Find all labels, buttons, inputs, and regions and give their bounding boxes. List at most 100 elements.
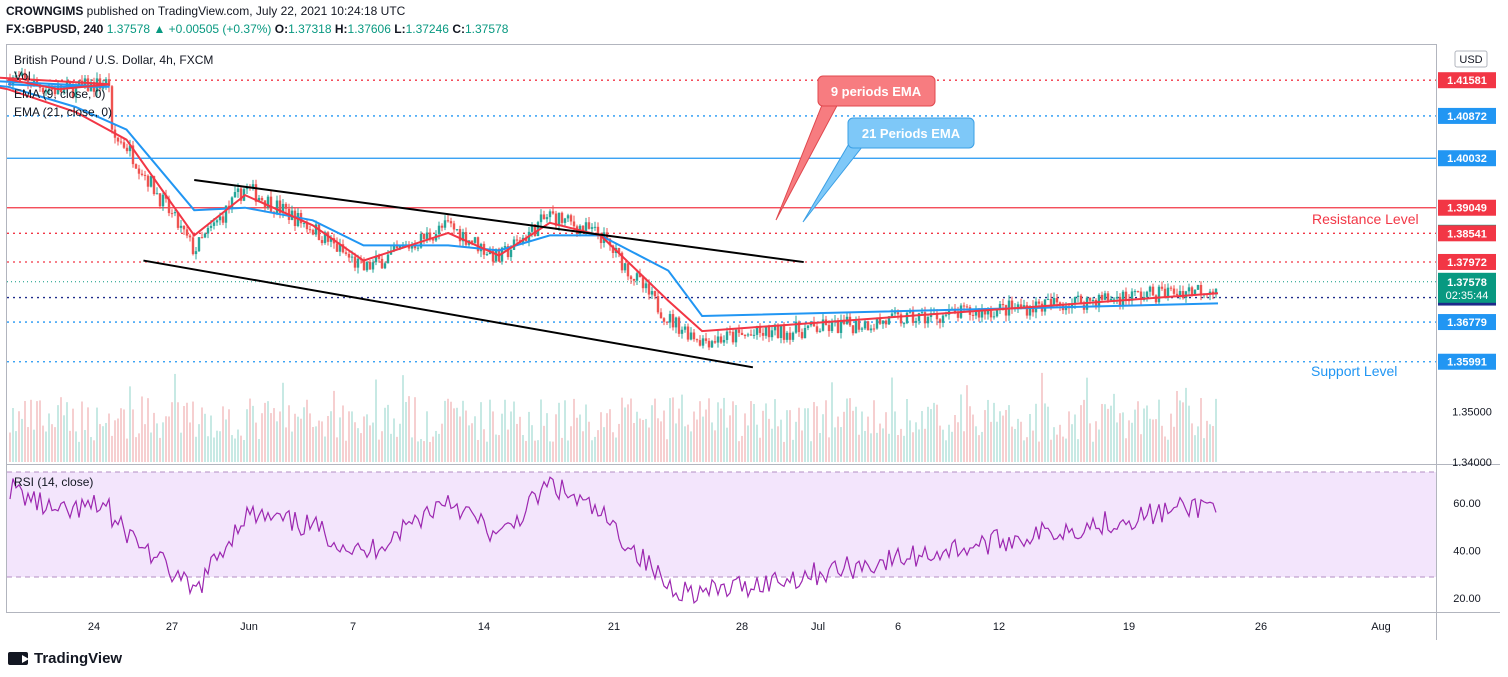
candle-body: [851, 325, 855, 334]
rsi-tick-label: 60.00: [1453, 498, 1481, 510]
candle-body: [698, 340, 702, 346]
price-tick-label: 1.34000: [1452, 457, 1492, 469]
volume-bar: [174, 373, 176, 462]
time-tick-label: 12: [993, 621, 1005, 633]
price-level-tags: 1.415811.408721.400321.390491.385511.385…: [1438, 72, 1496, 370]
volume-bar: [429, 441, 431, 462]
volume-bar: [324, 436, 326, 462]
candle-body: [674, 317, 678, 328]
candle-body: [302, 223, 306, 225]
volume-bar: [762, 410, 764, 462]
candle-body: [689, 332, 693, 340]
candle-body: [587, 222, 591, 229]
candle-body: [902, 323, 906, 325]
candle-body: [107, 79, 111, 87]
candle-body: [782, 324, 786, 340]
candle-body: [1115, 296, 1119, 299]
candle-body: [1106, 293, 1110, 301]
volume-bar: [717, 402, 719, 462]
volume-bar: [735, 405, 737, 462]
candle-body: [734, 329, 738, 343]
candle-body: [356, 258, 360, 268]
volume-bar: [129, 386, 131, 462]
volume-bar: [408, 396, 410, 462]
candle-body: [464, 232, 468, 245]
candle-body: [74, 84, 78, 98]
volume-bar: [255, 422, 257, 462]
volume-bar: [258, 439, 260, 462]
candle-body: [590, 227, 594, 229]
volume-bar: [876, 432, 878, 462]
volume-bar: [555, 414, 557, 462]
volume-bar: [1053, 427, 1055, 462]
volume-bar: [189, 422, 191, 462]
candle-body: [35, 79, 39, 85]
last-price: 1.37578: [106, 22, 151, 36]
candle-body: [1190, 287, 1194, 295]
candle-body: [770, 330, 774, 338]
candle-body: [1031, 306, 1035, 313]
volume-bar: [303, 407, 305, 462]
candle-body: [719, 336, 723, 343]
candle-body: [461, 232, 465, 242]
volume-bar: [360, 433, 362, 462]
candle-body: [485, 254, 489, 256]
volume-bar: [1044, 403, 1046, 462]
volume-bar: [978, 435, 980, 462]
volume-bar: [1038, 441, 1040, 462]
volume-bar: [642, 419, 644, 462]
volume-bar: [591, 440, 593, 462]
volume-bar: [210, 415, 212, 462]
current-price-tag: [1438, 272, 1496, 303]
time-tick-label: 24: [88, 621, 100, 633]
candle-body: [338, 244, 342, 252]
candle-body: [440, 225, 444, 228]
candle-body: [1037, 301, 1041, 304]
volume-bar: [1119, 413, 1121, 462]
volume-bar: [153, 412, 155, 462]
volume-bar: [192, 401, 194, 462]
volume-bar: [804, 408, 806, 462]
volume-bar: [279, 411, 281, 462]
candle-body: [197, 237, 201, 252]
candle-body: [896, 312, 900, 315]
support-label: Support Level: [1311, 363, 1397, 379]
candle-body: [746, 334, 750, 336]
volume-bar: [858, 434, 860, 462]
volume-bar: [777, 426, 779, 462]
candle-body: [14, 75, 18, 78]
volume-bar: [204, 413, 206, 462]
volume-bar: [1200, 398, 1202, 462]
time-tick-label: 7: [350, 621, 356, 633]
volume-bar: [111, 435, 113, 462]
volume-bar: [36, 401, 38, 462]
candle-body: [740, 332, 744, 336]
candle-body: [470, 240, 474, 243]
ema-21-line: [0, 80, 1219, 318]
time-tick-label: Aug: [1371, 621, 1391, 633]
candle-body: [323, 232, 327, 244]
candle-body: [179, 225, 183, 228]
candle-body: [329, 238, 333, 242]
volume-bar: [162, 422, 164, 462]
volume-bar: [825, 400, 827, 462]
volume-bar: [609, 409, 611, 462]
volume-bar: [918, 429, 920, 462]
volume-bar: [567, 440, 569, 462]
volume-bar: [834, 427, 836, 462]
candle-body: [839, 319, 843, 333]
candle-body: [713, 341, 717, 343]
volume-bar: [1110, 405, 1112, 462]
candle-body: [311, 229, 315, 235]
volume-bar: [546, 413, 548, 462]
volume-bar: [396, 436, 398, 462]
volume-bar: [474, 416, 476, 462]
candle-body: [233, 192, 237, 198]
volume-bar: [156, 423, 158, 462]
candle-body: [641, 277, 645, 289]
candle-body: [899, 314, 903, 324]
volume-bar: [399, 423, 401, 462]
candle-body: [335, 243, 339, 252]
volume-bar: [564, 400, 566, 462]
